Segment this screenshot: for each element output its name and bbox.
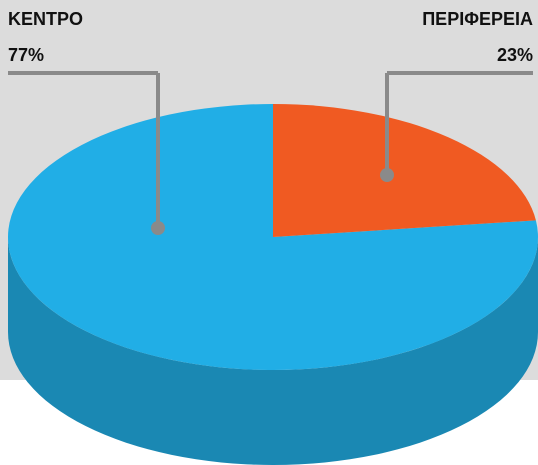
value-label: 23% <box>497 45 533 65</box>
slice <box>273 104 536 237</box>
leader-dot <box>380 168 394 182</box>
category-label: ΠΕΡΙΦΕΡΕΙΑ <box>422 9 533 29</box>
category-label: ΚΕΝΤΡΟ <box>8 9 83 29</box>
slice <box>8 104 538 370</box>
leader-line <box>385 71 533 175</box>
slice-side <box>8 237 538 465</box>
value-label: 77% <box>8 45 44 65</box>
leader-line <box>8 71 160 228</box>
leader-dot <box>151 221 165 235</box>
